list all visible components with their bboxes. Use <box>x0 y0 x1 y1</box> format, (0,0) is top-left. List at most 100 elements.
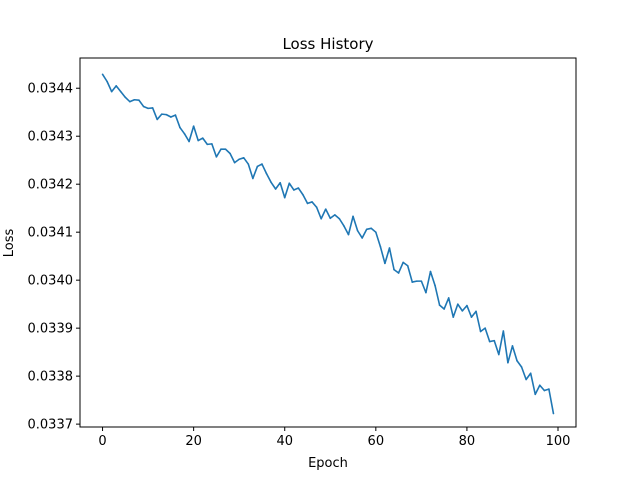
data-point <box>475 310 477 313</box>
chart-title: Loss History <box>282 35 373 53</box>
data-point <box>119 90 122 93</box>
data-point <box>416 280 418 282</box>
data-point <box>434 284 436 287</box>
data-point <box>192 125 195 127</box>
loss-data-points <box>101 73 555 415</box>
data-point <box>397 272 400 274</box>
y-axis-ticks: 0.0337 0.0338 0.0339 0.0340 0.0341 0.0342 0.03… <box>28 82 80 433</box>
y-tick-label: 0.0338 <box>28 370 74 385</box>
data-point <box>242 157 245 159</box>
data-point <box>252 177 254 180</box>
data-point <box>511 345 514 347</box>
data-point <box>274 188 277 190</box>
data-point <box>265 172 268 175</box>
data-point <box>388 247 391 249</box>
data-point <box>142 105 145 108</box>
data-point <box>493 339 496 342</box>
data-point <box>247 163 250 165</box>
data-point <box>525 378 527 381</box>
data-point <box>375 231 377 233</box>
y-axis-label: Loss <box>2 229 17 258</box>
data-point <box>420 280 423 282</box>
data-point <box>479 330 482 333</box>
data-point <box>279 181 281 184</box>
data-point <box>174 114 177 116</box>
data-point <box>352 215 354 218</box>
data-point <box>329 217 332 220</box>
data-point <box>347 233 350 236</box>
data-point <box>461 310 464 312</box>
data-point <box>201 137 204 139</box>
data-point <box>452 316 455 318</box>
x-axis-label: Epoch <box>308 456 348 471</box>
data-point <box>425 291 427 294</box>
data-point <box>151 107 154 109</box>
data-point <box>538 384 541 387</box>
data-point <box>206 143 209 146</box>
data-point <box>429 270 432 273</box>
y-tick-label: 0.0342 <box>28 178 74 193</box>
data-point <box>215 156 218 158</box>
x-tick-label: 20 <box>185 434 202 449</box>
data-point <box>124 96 127 99</box>
data-point <box>466 304 468 307</box>
data-point <box>297 187 300 189</box>
data-point <box>293 189 295 191</box>
data-point <box>406 264 409 267</box>
data-point <box>356 229 359 232</box>
data-point <box>488 340 491 343</box>
data-point <box>365 228 368 231</box>
data-point <box>484 327 486 329</box>
loss-series-line <box>101 73 555 414</box>
y-tick-label: 0.0340 <box>28 274 74 289</box>
data-point <box>106 80 108 83</box>
x-axis-ticks: 0 20 40 60 80 100 <box>98 427 570 449</box>
data-point <box>160 113 163 115</box>
data-point <box>502 330 505 332</box>
data-point <box>457 303 459 305</box>
data-point <box>334 214 336 216</box>
data-point <box>129 100 131 103</box>
y-tick-label: 0.0344 <box>28 82 74 97</box>
data-point <box>447 297 450 299</box>
x-tick-label: 40 <box>276 434 293 449</box>
data-point <box>306 202 309 205</box>
data-point <box>165 113 168 116</box>
data-point <box>379 245 382 248</box>
data-point <box>302 193 304 196</box>
data-point <box>498 353 500 356</box>
y-tick-label: 0.0343 <box>28 130 74 145</box>
data-point <box>224 148 227 150</box>
data-point <box>443 308 445 310</box>
data-point <box>183 133 186 135</box>
data-point <box>507 361 509 364</box>
y-tick-label: 0.0341 <box>28 226 74 241</box>
data-point <box>133 98 136 101</box>
data-point <box>402 261 404 264</box>
data-point <box>548 388 550 390</box>
data-point <box>115 85 118 87</box>
data-point <box>361 237 363 239</box>
x-tick-label: 0 <box>98 434 106 449</box>
data-point <box>534 393 537 396</box>
data-point <box>256 165 259 168</box>
data-point <box>520 366 523 368</box>
data-point <box>220 148 222 150</box>
data-point <box>315 206 318 209</box>
data-point <box>211 143 213 145</box>
data-point <box>543 389 546 392</box>
plot-area-frame <box>79 57 577 428</box>
data-point <box>179 126 181 129</box>
data-point <box>343 225 345 227</box>
data-point <box>324 208 327 210</box>
x-tick-label: 60 <box>368 434 385 449</box>
data-point <box>470 316 473 318</box>
data-point <box>283 196 286 199</box>
y-tick-label: 0.0337 <box>28 418 74 433</box>
data-point <box>110 90 113 93</box>
data-point <box>233 161 236 164</box>
data-point <box>320 217 322 220</box>
